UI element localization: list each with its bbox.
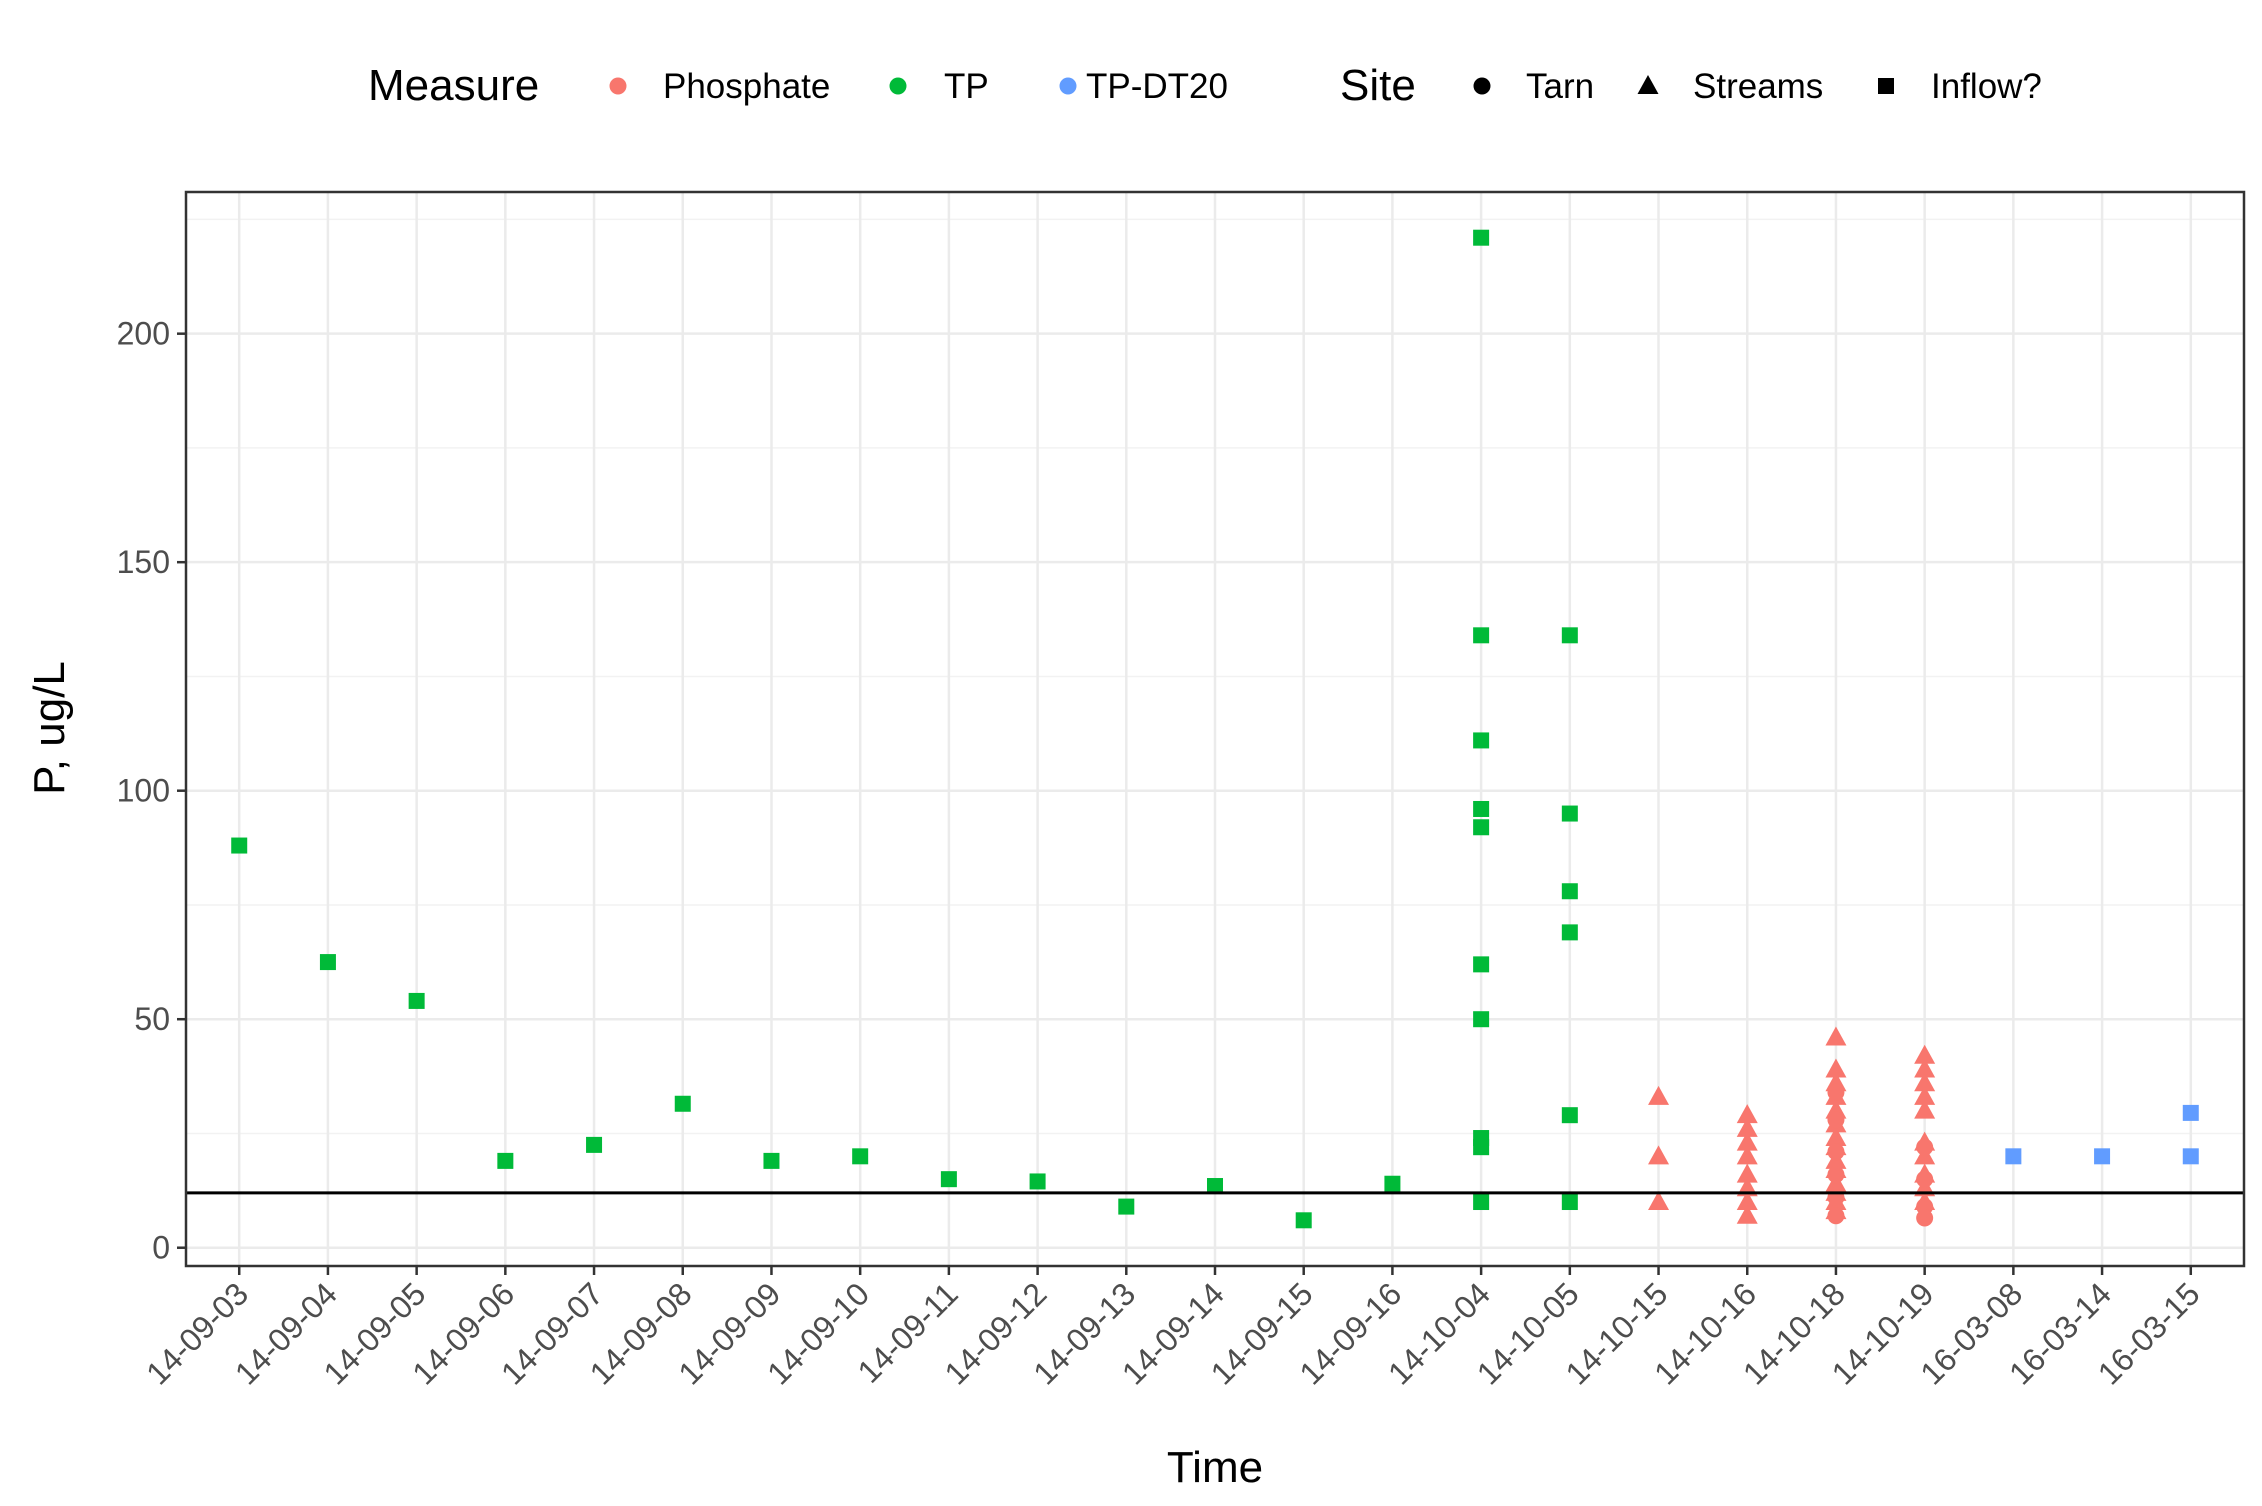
data-point — [1827, 1207, 1845, 1225]
y-tick-label: 100 — [117, 773, 170, 809]
data-point — [1827, 1143, 1845, 1161]
data-point — [1473, 819, 1490, 836]
legend: Measure Phosphate TP TP-DT20 Site Tarn Stre… — [368, 61, 2042, 110]
data-point — [940, 1171, 957, 1188]
data-point — [2094, 1148, 2111, 1165]
legend-site-entries: Tarn Streams Inflow? — [1473, 67, 2042, 106]
y-tick-label: 150 — [117, 544, 170, 580]
data-point — [674, 1095, 691, 1112]
y-axis: 0 50 100 150 200 — [117, 316, 186, 1266]
data-point — [1914, 1044, 1936, 1064]
legend-measure-title: Measure — [368, 61, 539, 110]
data-point — [586, 1136, 603, 1153]
data-point — [1736, 1104, 1758, 1124]
data-point — [1648, 1191, 1670, 1211]
data-point — [1473, 732, 1490, 749]
data-point — [1473, 800, 1490, 817]
data-point — [1827, 1111, 1845, 1129]
data-point — [1736, 1163, 1758, 1183]
data-point — [1914, 1085, 1936, 1105]
data-point — [1561, 805, 1578, 822]
legend-site-item: Streams — [1637, 67, 1823, 106]
data-point — [231, 837, 248, 854]
data-point — [1473, 956, 1490, 973]
legend-measure-item: Phosphate — [609, 67, 830, 106]
legend-measure-label: Phosphate — [663, 67, 830, 106]
data-point — [2182, 1148, 2199, 1165]
legend-measure-label: TP-DT20 — [1086, 67, 1228, 106]
data-point — [1827, 1083, 1845, 1101]
data-point — [1825, 1026, 1847, 1046]
data-point — [1648, 1085, 1670, 1105]
legend-site-label: Inflow? — [1931, 67, 2042, 106]
data-point — [1561, 1107, 1578, 1124]
data-point — [497, 1152, 514, 1169]
y-axis-title: P, ug/L — [25, 661, 74, 795]
data-point — [1825, 1058, 1847, 1078]
legend-measure-key — [609, 77, 627, 95]
data-point — [1473, 1194, 1490, 1211]
data-point — [2005, 1148, 2022, 1165]
data-point — [1384, 1175, 1401, 1192]
data-points — [231, 229, 2199, 1229]
legend-measure-label: TP — [944, 67, 989, 106]
data-point — [2182, 1104, 2199, 1121]
data-point — [1736, 1117, 1758, 1137]
data-point — [1914, 1072, 1936, 1092]
data-point — [1914, 1099, 1936, 1119]
legend-measure-key — [1059, 77, 1077, 95]
data-point — [1736, 1204, 1758, 1224]
data-point — [1648, 1145, 1670, 1165]
y-tick-label: 0 — [152, 1230, 170, 1266]
data-point — [1916, 1209, 1934, 1227]
data-point — [1473, 229, 1490, 246]
data-point — [1207, 1178, 1223, 1195]
legend-measure-entries: Phosphate TP TP-DT20 — [609, 67, 1228, 106]
data-point — [1736, 1145, 1758, 1165]
data-point — [1473, 1011, 1490, 1028]
data-point — [1295, 1212, 1312, 1229]
y-tick-label: 200 — [117, 316, 170, 352]
data-point — [1473, 627, 1490, 644]
data-point — [1561, 1194, 1578, 1211]
data-point — [1561, 627, 1578, 644]
legend-site-key — [1637, 75, 1659, 94]
data-point — [319, 954, 336, 971]
y-tick-label: 50 — [134, 1001, 170, 1037]
legend-measure-item: TP — [889, 67, 989, 106]
data-point — [1736, 1131, 1758, 1151]
data-point — [1561, 924, 1578, 941]
data-point — [1916, 1170, 1934, 1188]
data-point — [1916, 1138, 1934, 1156]
data-point — [1029, 1173, 1046, 1190]
legend-site-item: Tarn — [1473, 67, 1594, 106]
legend-site-title: Site — [1340, 61, 1416, 110]
legend-site-label: Streams — [1693, 67, 1823, 106]
data-point — [1736, 1191, 1758, 1211]
data-point — [1561, 883, 1578, 900]
plot-panel — [184, 190, 2246, 1268]
x-axis-title: Time — [1167, 1443, 1263, 1492]
data-point — [1473, 1139, 1490, 1156]
data-point — [1118, 1198, 1135, 1215]
data-point — [408, 992, 425, 1009]
legend-site-key — [1473, 77, 1491, 95]
legend-site-label: Tarn — [1526, 67, 1594, 106]
data-point — [852, 1148, 869, 1165]
legend-site-item: Inflow? — [1878, 67, 2042, 106]
data-point — [1914, 1058, 1936, 1078]
data-point — [763, 1152, 780, 1169]
legend-measure-key — [889, 77, 907, 95]
legend-measure-item: TP-DT20 — [1059, 67, 1228, 106]
data-point — [1827, 1166, 1845, 1184]
legend-site-key — [1878, 78, 1894, 94]
